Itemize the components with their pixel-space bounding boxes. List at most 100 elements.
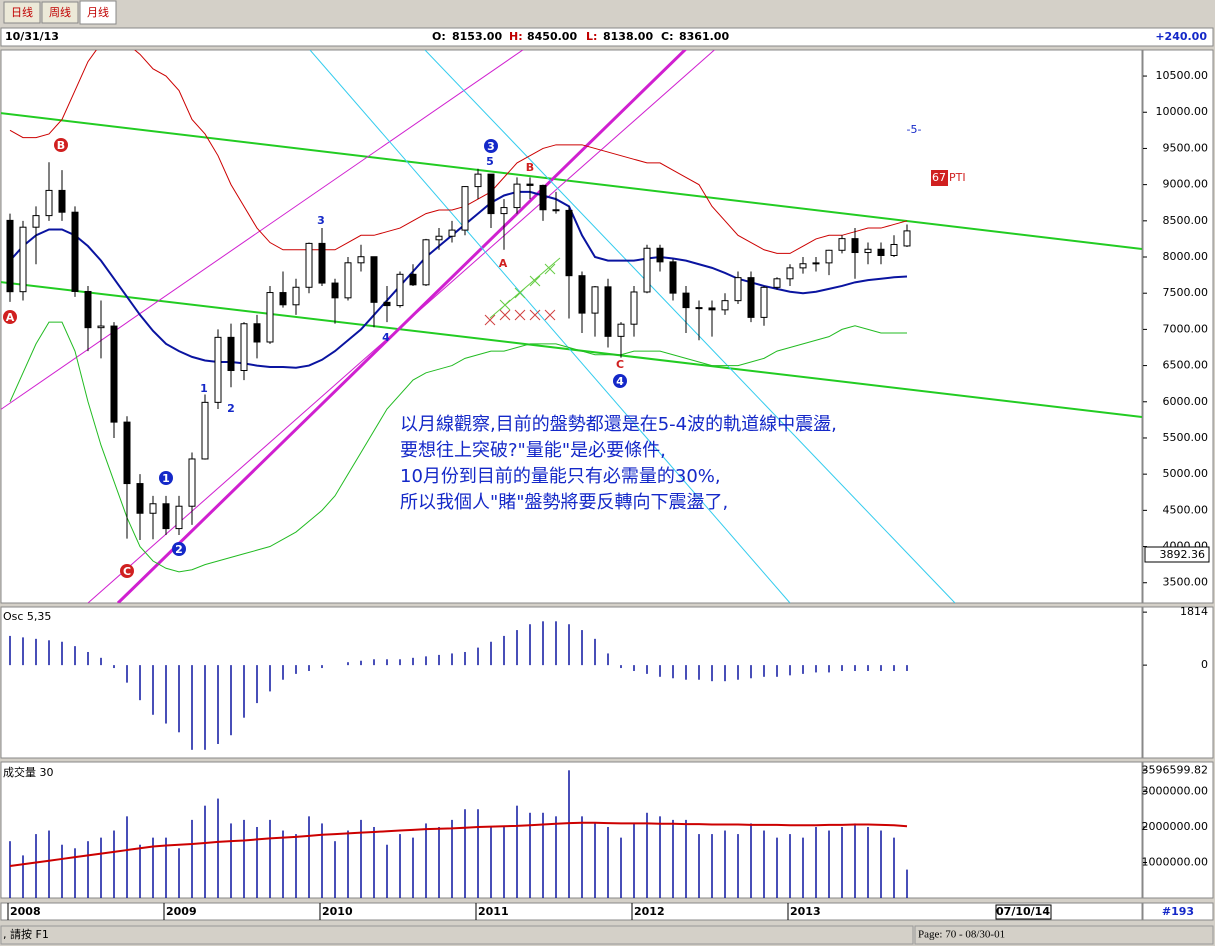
price-panel: [0, 49, 1143, 604]
candle-body: [734, 277, 742, 302]
candle-body: [19, 226, 27, 293]
candle-body: [643, 247, 651, 293]
y-tick-label: 8000.00: [1163, 250, 1209, 263]
wave-label: 3: [317, 214, 325, 227]
osc-axis: [1142, 606, 1214, 759]
y-tick-label: 5000.00: [1163, 467, 1209, 480]
status-bar: [914, 925, 1214, 945]
candle-body: [214, 336, 222, 403]
header-bar: [0, 27, 1214, 47]
candle-body: [292, 286, 300, 306]
wave-label: C: [123, 565, 131, 578]
candle-body: [97, 325, 105, 329]
wave-label: 2: [175, 543, 183, 556]
candle-body: [669, 261, 677, 294]
volume-title: 成交量 30: [3, 765, 54, 779]
bar-number: #193: [1162, 905, 1194, 918]
wave-label: 1: [162, 472, 170, 485]
wave-label: A: [499, 257, 508, 270]
y-tick-label: 5500.00: [1163, 431, 1209, 444]
candle-body: [383, 301, 391, 307]
candle-body: [552, 209, 560, 212]
candle-body: [32, 215, 40, 228]
cursor-date-box: [995, 904, 1052, 920]
candle-body: [370, 256, 378, 303]
commentary-line: 要想往上突破?"量能"是必要條件,: [400, 440, 666, 461]
price-clip: [6, 50, 911, 573]
candle-body: [682, 292, 690, 309]
candle-body: [240, 323, 248, 372]
candle-body: [539, 184, 547, 211]
trend-line: [309, 50, 791, 603]
y-tick-label: 10500.00: [1156, 69, 1209, 82]
x-tick-label: 2013: [790, 905, 821, 918]
osc-title: Osc 5,35: [3, 610, 51, 623]
candle-body: [773, 278, 781, 288]
y-tick-label: 6500.00: [1163, 359, 1209, 372]
y-tick-label: 10000.00: [1156, 105, 1209, 118]
x-tick-label: 2008: [10, 905, 41, 918]
indicator-line: [9, 50, 908, 254]
candle-body: [500, 207, 508, 215]
x-tick-label: 2009: [166, 905, 197, 918]
candle-body: [786, 267, 794, 280]
candle-body: [344, 262, 352, 299]
wave-label: A: [6, 311, 15, 324]
candle-body: [838, 238, 846, 251]
candle-body: [825, 249, 833, 264]
candle-body: [136, 483, 144, 514]
candle-body: [58, 189, 66, 213]
close-label: C:: [661, 30, 673, 43]
wave-label: C: [616, 358, 624, 371]
candle-body: [357, 256, 365, 264]
candle-body: [799, 263, 807, 269]
candle-body: [630, 291, 638, 325]
y-tick-label: 7500.00: [1163, 286, 1209, 299]
high-value: 8450.00: [527, 30, 577, 43]
tab-active[interactable]: [79, 0, 117, 25]
y-tick-label: 3000000.00: [1142, 784, 1208, 797]
tab-label[interactable]: 周线: [49, 5, 71, 19]
wave-labels: A B C 1 2 1 2 3 4 3 5 B A 4 C -5- 67 PTI: [3, 123, 966, 578]
commentary-line: 所以我個人"賭"盤勢將要反轉向下震盪了,: [400, 492, 728, 513]
candle-body: [396, 273, 404, 307]
trend-line: [87, 50, 716, 603]
x-tick-label: 2012: [634, 905, 665, 918]
candle-body: [318, 242, 326, 284]
candle-body: [526, 183, 534, 186]
wave-label: 2: [227, 402, 235, 415]
tab-label[interactable]: 月线: [87, 5, 109, 19]
candle-body: [71, 211, 79, 292]
candle-body: [331, 282, 339, 299]
candle-body: [812, 262, 820, 265]
candle-body: [279, 292, 287, 306]
trend-line: [424, 50, 956, 603]
tab[interactable]: [3, 1, 41, 24]
candle-body: [656, 247, 664, 263]
candle-body: [6, 219, 14, 293]
y-tick-label: 3596599.82: [1142, 763, 1208, 776]
candle-body: [851, 238, 859, 254]
indicator-line: [9, 190, 908, 369]
y-tick-label: 2000000.00: [1142, 820, 1208, 833]
candle-body: [747, 277, 755, 318]
wave-label: -5-: [907, 123, 922, 136]
cursor-date: 07/10/14: [996, 905, 1050, 918]
y-tick-label: 7000.00: [1163, 322, 1209, 335]
osc-panel: [0, 606, 1143, 759]
candle-body: [422, 239, 430, 286]
candle-body: [123, 421, 131, 485]
status-bar: [0, 925, 914, 945]
candle-body: [474, 173, 482, 188]
candle-body: [890, 243, 898, 256]
tab-label[interactable]: 日线: [11, 5, 33, 19]
tab[interactable]: [41, 1, 79, 24]
trend-lines: [1, 50, 1142, 603]
channel-line: [1, 281, 1142, 418]
channel-line: [1, 112, 1142, 250]
candle-body: [604, 286, 612, 337]
pti-number: 67: [932, 171, 946, 184]
cross-marks: [489, 257, 561, 319]
pti-badge: [931, 170, 948, 186]
